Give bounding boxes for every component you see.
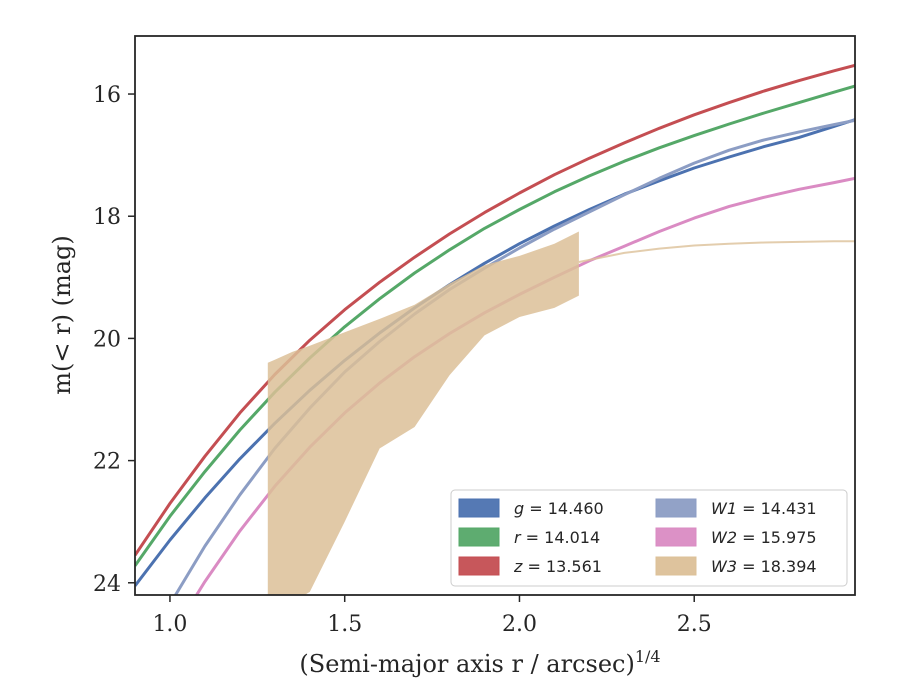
legend: g = 14.460 r = 14.014 z = 13.561 W1 = 14.43…: [450, 489, 848, 587]
legend-label: g = 14.460: [514, 499, 604, 518]
y-tick-label: 24: [93, 572, 121, 597]
legend-label: r = 14.014: [514, 528, 600, 547]
x-axis-label-text: (Semi-major axis r / arcsec): [299, 650, 634, 678]
ticks-layer: 1.0 1.5 2.0 2.5 16 18 20 22 24: [93, 83, 712, 637]
legend-label: W3 = 18.394: [711, 557, 817, 576]
x-tick-label: 2.0: [502, 612, 537, 637]
legend-swatch: [458, 498, 500, 518]
x-axis-label-superscript: 1/4: [635, 647, 661, 666]
legend-item-z: z = 13.561: [458, 556, 602, 576]
legend-label: W1 = 14.431: [711, 499, 817, 518]
series-layer: [135, 63, 855, 595]
line-W1: [173, 118, 855, 595]
y-tick-label: 16: [93, 83, 121, 108]
plot-frame: [134, 35, 856, 596]
legend-swatch: [458, 527, 500, 547]
legend-item-W2: W2 = 15.975: [655, 527, 817, 547]
line-W3-extension: [578, 240, 855, 263]
legend-item-W3: W3 = 18.394: [655, 556, 817, 576]
legend-label: z = 13.561: [513, 557, 602, 576]
legend-swatch: [655, 527, 697, 547]
legend-item-W1: W1 = 14.431: [655, 498, 817, 518]
legend-swatch: [458, 556, 500, 576]
legend-swatch: [655, 498, 697, 518]
y-tick-label: 18: [93, 205, 121, 230]
legend-item-g: g = 14.460: [458, 498, 604, 518]
series-g: [135, 118, 855, 587]
band-W3: [267, 231, 579, 595]
line-r: [135, 84, 855, 567]
x-axis-label: (Semi-major axis r / arcsec)1/4: [299, 647, 660, 678]
y-tick-label: 22: [93, 450, 121, 475]
line-g: [135, 118, 855, 587]
y-tick-label: 20: [93, 327, 121, 352]
legend-swatch: [655, 556, 697, 576]
line-z: [135, 63, 855, 557]
series-W3: [267, 231, 855, 595]
legend-label: W2 = 15.975: [711, 528, 817, 547]
y-axis-label: m(< r) (mag): [48, 235, 76, 394]
x-tick-label: 2.5: [677, 612, 712, 637]
legend-box: [450, 489, 848, 587]
series-r: [135, 84, 855, 567]
x-tick-label: 1.5: [327, 612, 362, 637]
series-z: [135, 63, 855, 557]
series-W1: [173, 118, 855, 595]
x-tick-label: 1.0: [152, 612, 187, 637]
legend-item-r: r = 14.014: [458, 527, 600, 547]
